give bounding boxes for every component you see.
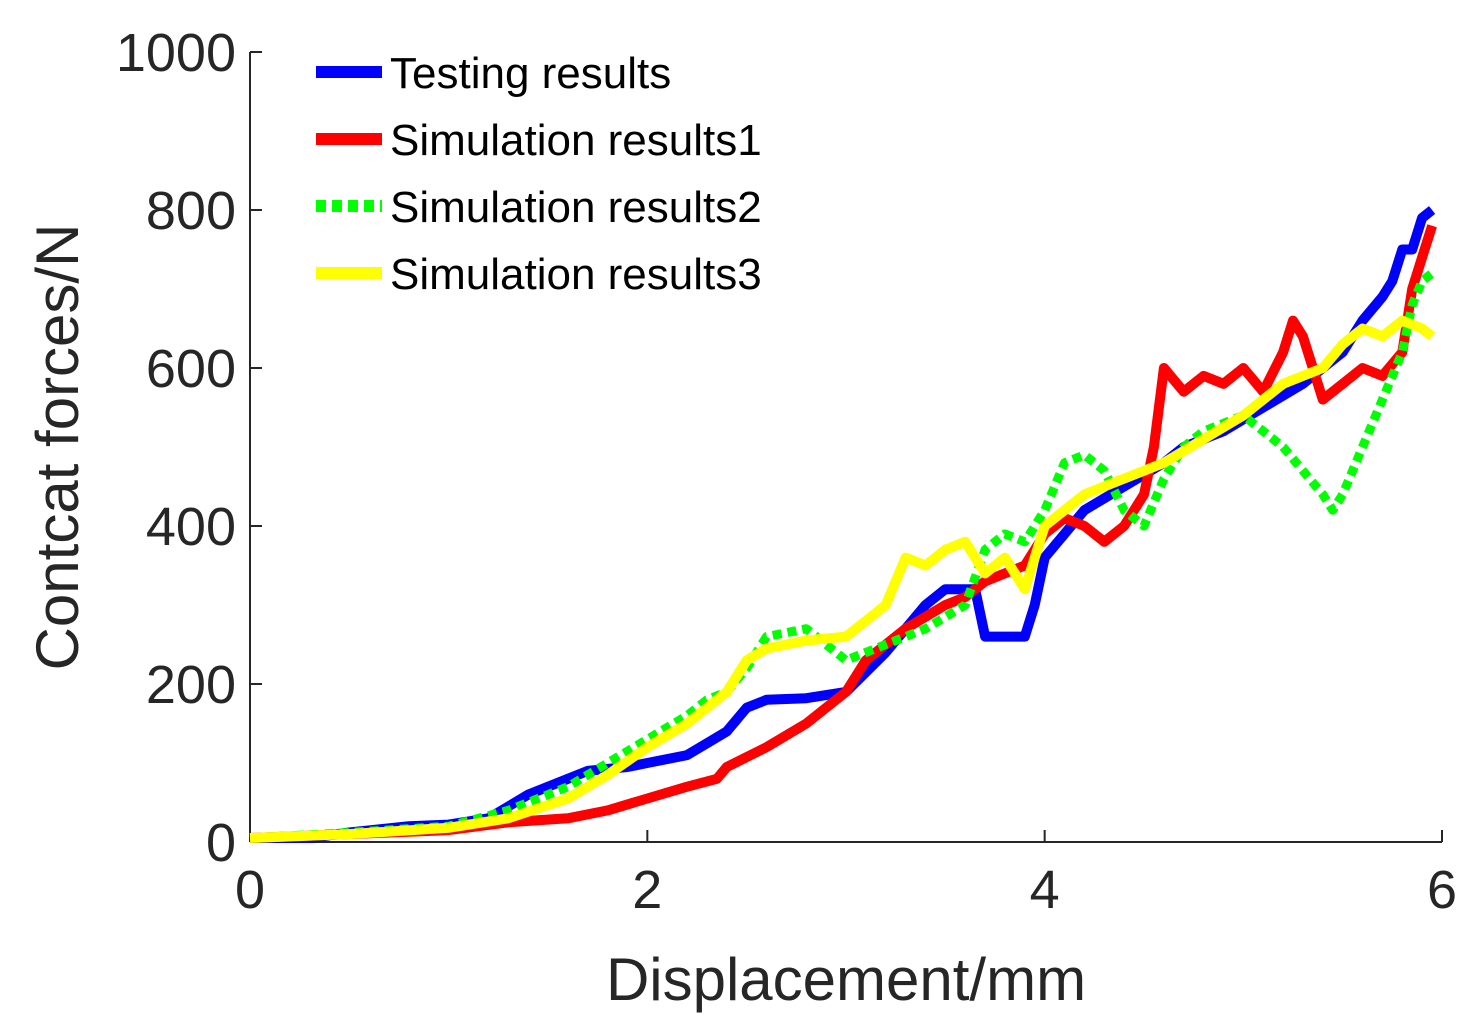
series-2-line <box>249 224 1437 843</box>
legend: Testing results Simulation results1 Simula… <box>316 49 762 299</box>
legend-label-2: Simulation results1 <box>390 116 762 165</box>
x-tick-label-0: 0 <box>235 860 265 920</box>
series-4-line <box>249 315 1436 843</box>
y-tick-label-0: 0 <box>206 813 236 873</box>
y-tick-label-2: 400 <box>146 497 236 557</box>
series-layer <box>249 206 1437 843</box>
y-axis-label: Contcat forces/N <box>24 224 91 671</box>
legend-label-3: Simulation results2 <box>390 183 762 232</box>
x-tick-label-2: 4 <box>1030 860 1060 920</box>
series-3-line <box>249 269 1435 843</box>
legend-label-1: Testing results <box>390 49 671 98</box>
x-axis-label: Displacement/mm <box>606 946 1086 1013</box>
x-tick-label-3: 6 <box>1427 860 1457 920</box>
axes <box>249 52 1442 843</box>
x-tick-label-1: 2 <box>632 860 662 920</box>
legend-label-4: Simulation results3 <box>390 250 762 299</box>
y-tick-label-5: 1000 <box>116 23 236 83</box>
series-1-line <box>250 206 1436 843</box>
y-tick-label-3: 600 <box>146 339 236 399</box>
ticks: 0 2 4 6 0 200 400 600 800 1000 <box>116 23 1457 920</box>
y-tick-label-1: 200 <box>146 655 236 715</box>
y-tick-label-4: 800 <box>146 181 236 241</box>
